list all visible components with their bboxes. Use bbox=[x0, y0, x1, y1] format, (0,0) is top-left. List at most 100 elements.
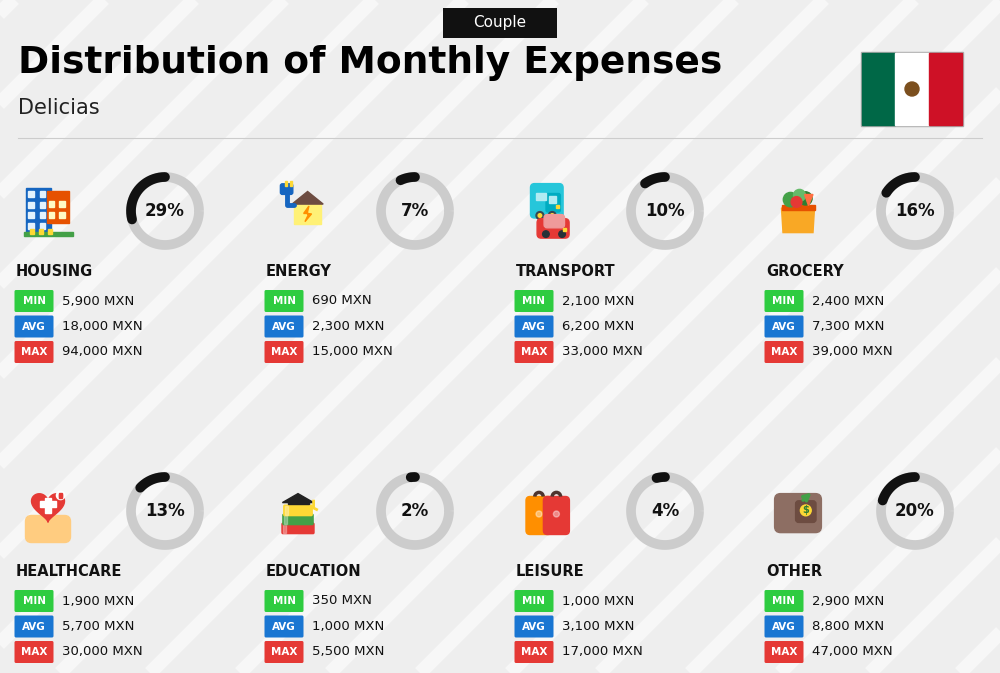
Text: 94,000 MXN: 94,000 MXN bbox=[62, 345, 143, 359]
Text: 30,000 MXN: 30,000 MXN bbox=[62, 645, 143, 658]
Text: 13%: 13% bbox=[145, 502, 185, 520]
Text: OTHER: OTHER bbox=[766, 563, 822, 579]
Bar bbox=[929, 53, 962, 125]
Circle shape bbox=[550, 214, 554, 217]
FancyBboxPatch shape bbox=[26, 516, 70, 542]
Text: 7,300 MXN: 7,300 MXN bbox=[812, 320, 884, 333]
Text: 1,000 MXN: 1,000 MXN bbox=[562, 594, 634, 608]
Bar bbox=[294, 204, 321, 223]
Text: MIN: MIN bbox=[273, 596, 296, 606]
Bar bbox=[59, 493, 62, 498]
Bar bbox=[40, 202, 45, 208]
Bar bbox=[862, 53, 895, 125]
Text: 47,000 MXN: 47,000 MXN bbox=[812, 645, 893, 658]
Text: ENERGY: ENERGY bbox=[266, 264, 332, 279]
FancyBboxPatch shape bbox=[15, 316, 54, 337]
FancyBboxPatch shape bbox=[264, 641, 304, 663]
Text: 3,100 MXN: 3,100 MXN bbox=[562, 620, 634, 633]
Bar bbox=[46, 192, 69, 223]
Bar bbox=[28, 213, 34, 219]
Text: 2,100 MXN: 2,100 MXN bbox=[562, 295, 634, 308]
Text: $: $ bbox=[802, 505, 809, 516]
Bar bbox=[28, 223, 34, 229]
Polygon shape bbox=[282, 493, 314, 503]
Bar bbox=[49, 201, 54, 207]
Bar bbox=[39, 229, 43, 234]
Circle shape bbox=[783, 192, 798, 207]
Bar bbox=[49, 211, 54, 217]
FancyBboxPatch shape bbox=[530, 184, 563, 218]
Bar bbox=[290, 181, 292, 186]
Text: HOUSING: HOUSING bbox=[16, 264, 93, 279]
FancyBboxPatch shape bbox=[514, 341, 553, 363]
Text: 2,300 MXN: 2,300 MXN bbox=[312, 320, 384, 333]
FancyBboxPatch shape bbox=[526, 497, 552, 534]
FancyBboxPatch shape bbox=[514, 616, 553, 637]
Text: EDUCATION: EDUCATION bbox=[266, 563, 362, 579]
FancyBboxPatch shape bbox=[765, 290, 804, 312]
Circle shape bbox=[559, 231, 565, 238]
FancyBboxPatch shape bbox=[514, 641, 553, 663]
FancyBboxPatch shape bbox=[514, 316, 553, 337]
Text: 17,000 MXN: 17,000 MXN bbox=[562, 645, 643, 658]
Text: 5,500 MXN: 5,500 MXN bbox=[312, 645, 384, 658]
Text: LEISURE: LEISURE bbox=[516, 563, 585, 579]
Text: 16%: 16% bbox=[895, 202, 935, 220]
Bar bbox=[40, 192, 45, 197]
Text: 33,000 MXN: 33,000 MXN bbox=[562, 345, 643, 359]
FancyBboxPatch shape bbox=[264, 316, 304, 337]
Text: MAX: MAX bbox=[521, 647, 547, 657]
Bar bbox=[283, 524, 286, 532]
Text: 18,000 MXN: 18,000 MXN bbox=[62, 320, 143, 333]
FancyBboxPatch shape bbox=[543, 497, 569, 534]
Bar bbox=[26, 188, 51, 234]
Polygon shape bbox=[32, 494, 64, 522]
Text: MAX: MAX bbox=[271, 647, 297, 657]
Text: 4%: 4% bbox=[651, 502, 679, 520]
Text: MAX: MAX bbox=[771, 347, 797, 357]
Text: 1,000 MXN: 1,000 MXN bbox=[312, 620, 384, 633]
FancyBboxPatch shape bbox=[765, 341, 804, 363]
Bar bbox=[48, 229, 52, 234]
Text: 5,700 MXN: 5,700 MXN bbox=[62, 620, 134, 633]
Text: MIN: MIN bbox=[772, 296, 795, 306]
Bar bbox=[30, 229, 34, 234]
Circle shape bbox=[536, 211, 544, 219]
FancyBboxPatch shape bbox=[546, 194, 560, 212]
Text: AVG: AVG bbox=[22, 322, 46, 332]
Text: 2,400 MXN: 2,400 MXN bbox=[812, 295, 884, 308]
Text: 39,000 MXN: 39,000 MXN bbox=[812, 345, 893, 359]
FancyBboxPatch shape bbox=[15, 290, 54, 312]
FancyBboxPatch shape bbox=[264, 341, 304, 363]
Bar bbox=[530, 501, 548, 503]
Text: 2,900 MXN: 2,900 MXN bbox=[812, 594, 884, 608]
FancyBboxPatch shape bbox=[284, 505, 312, 516]
FancyBboxPatch shape bbox=[775, 493, 821, 532]
Bar bbox=[563, 228, 566, 230]
Bar bbox=[40, 223, 45, 229]
Text: AVG: AVG bbox=[772, 322, 796, 332]
Bar bbox=[28, 202, 34, 208]
Text: MIN: MIN bbox=[522, 596, 545, 606]
Circle shape bbox=[536, 511, 542, 517]
FancyBboxPatch shape bbox=[280, 184, 293, 194]
Bar bbox=[28, 192, 34, 197]
Circle shape bbox=[799, 192, 812, 205]
Bar bbox=[284, 516, 287, 524]
Circle shape bbox=[800, 505, 811, 516]
Polygon shape bbox=[292, 192, 323, 204]
Text: AVG: AVG bbox=[522, 322, 546, 332]
Bar bbox=[285, 181, 287, 186]
FancyBboxPatch shape bbox=[15, 616, 54, 637]
FancyBboxPatch shape bbox=[765, 641, 804, 663]
Circle shape bbox=[56, 491, 65, 499]
Bar bbox=[45, 497, 51, 513]
Polygon shape bbox=[304, 206, 312, 221]
FancyBboxPatch shape bbox=[442, 8, 557, 38]
FancyBboxPatch shape bbox=[264, 590, 304, 612]
Text: TRANSPORT: TRANSPORT bbox=[516, 264, 616, 279]
Bar bbox=[556, 205, 559, 208]
Text: 6,200 MXN: 6,200 MXN bbox=[562, 320, 634, 333]
FancyBboxPatch shape bbox=[765, 616, 804, 637]
FancyBboxPatch shape bbox=[514, 590, 553, 612]
